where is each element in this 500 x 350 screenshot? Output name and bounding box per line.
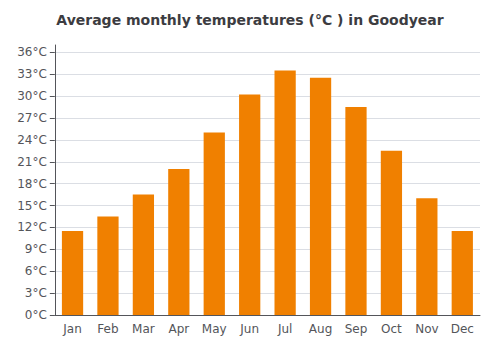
svg-text:May: May: [202, 322, 227, 336]
svg-text:Sep: Sep: [345, 322, 368, 336]
svg-text:12°C: 12°C: [17, 220, 47, 234]
svg-text:36°C: 36°C: [17, 45, 47, 59]
svg-text:3°C: 3°C: [25, 286, 47, 300]
svg-text:27°C: 27°C: [17, 111, 47, 125]
svg-text:Aug: Aug: [309, 322, 332, 336]
svg-text:Jan: Jan: [62, 322, 82, 336]
svg-text:Nov: Nov: [415, 322, 438, 336]
svg-text:Mar: Mar: [132, 322, 155, 336]
svg-text:24°C: 24°C: [17, 133, 47, 147]
svg-text:Feb: Feb: [97, 322, 118, 336]
svg-text:21°C: 21°C: [17, 155, 47, 169]
svg-text:15°C: 15°C: [17, 199, 47, 213]
svg-text:Apr: Apr: [168, 322, 189, 336]
svg-text:Oct: Oct: [381, 322, 402, 336]
svg-text:6°C: 6°C: [25, 264, 47, 278]
svg-text:18°C: 18°C: [17, 177, 47, 191]
svg-text:30°C: 30°C: [17, 89, 47, 103]
svg-text:Average monthly temperatures (: Average monthly temperatures (°C ) in Go…: [56, 12, 444, 28]
svg-text:33°C: 33°C: [17, 67, 47, 81]
svg-text:Dec: Dec: [451, 322, 474, 336]
svg-text:Jul: Jul: [277, 322, 292, 336]
svg-text:Jun: Jun: [239, 322, 259, 336]
svg-text:9°C: 9°C: [25, 242, 47, 256]
svg-text:0°C: 0°C: [25, 308, 47, 322]
